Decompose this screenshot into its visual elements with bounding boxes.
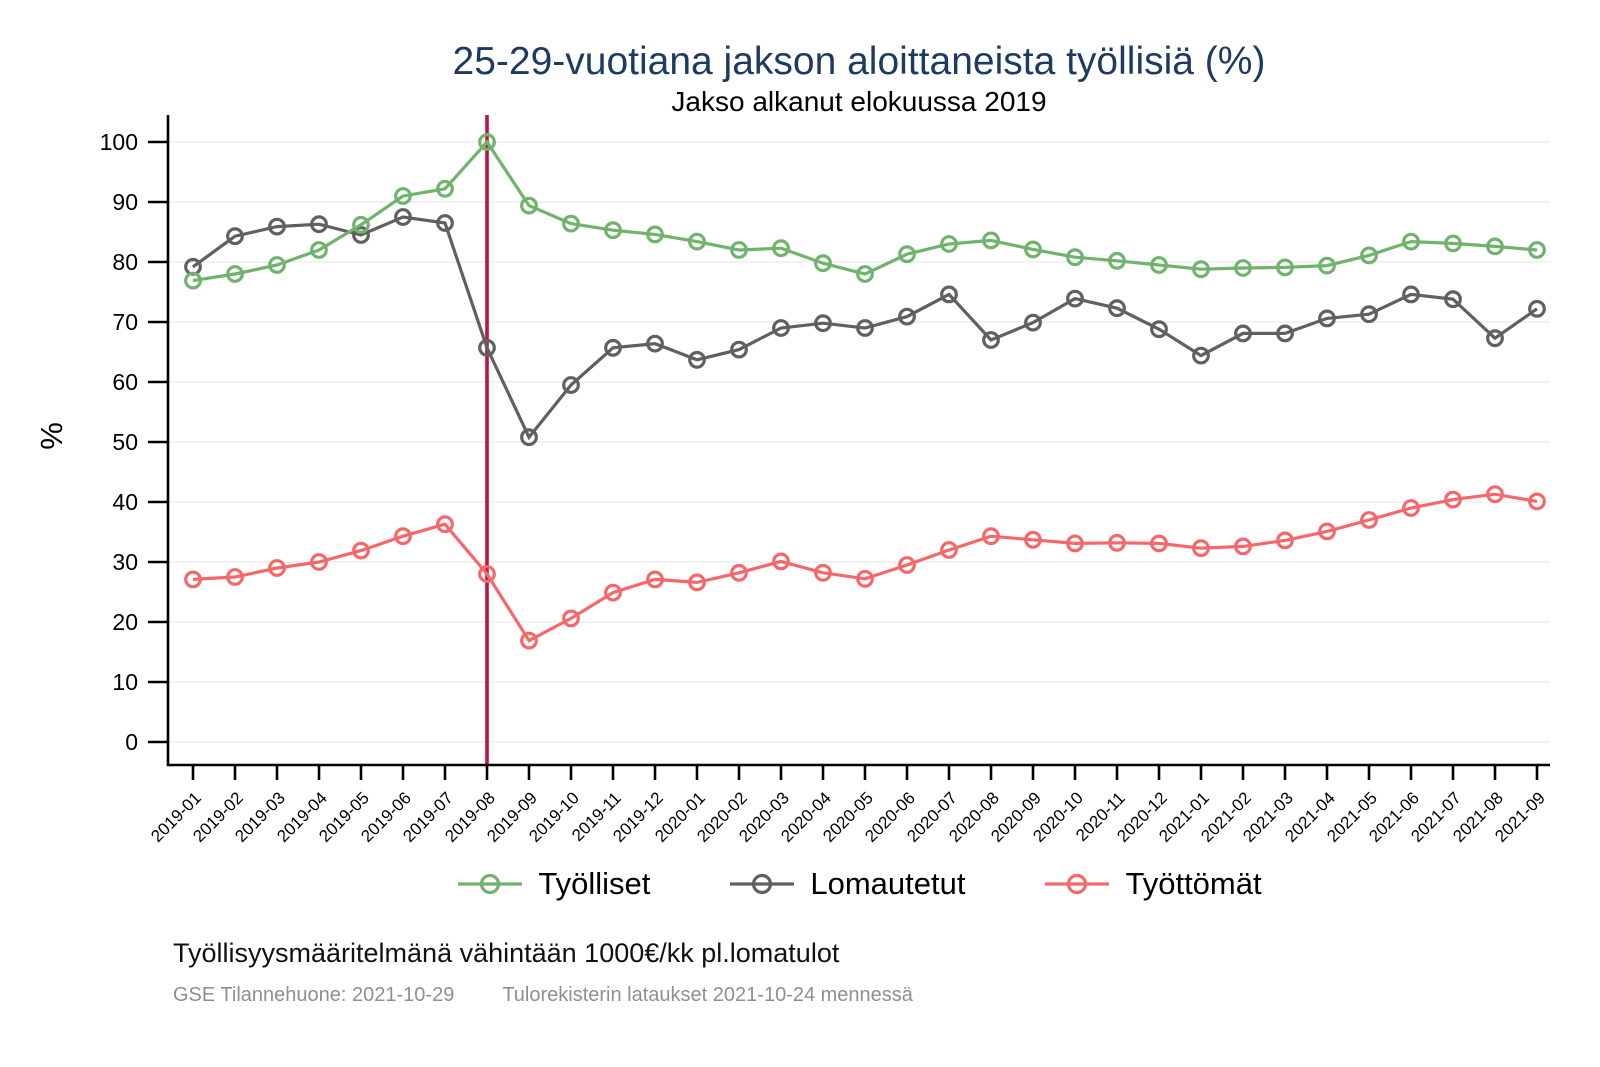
svg-text:10: 10: [112, 669, 138, 695]
svg-text:0: 0: [125, 729, 138, 755]
svg-text:100: 100: [100, 129, 138, 155]
footnote: Työllisyysmääritelmänä vähintään 1000€/k…: [173, 938, 840, 968]
chart-title: 25-29-vuotiana jakson aloittaneista työl…: [452, 40, 1266, 83]
legend-label-lomautetut: Lomautetut: [810, 866, 966, 901]
y-tick-labels: 0 10 20 30 40 50 60 70 80 90 100: [100, 129, 138, 755]
svg-text:60: 60: [112, 369, 138, 395]
source-left: GSE Tilannehuone: 2021-10-29: [173, 984, 455, 1006]
svg-text:70: 70: [112, 309, 138, 335]
plot-area: 0 10 20 30 40 50 60 70 80 90 100 2019-012019-022019…: [100, 115, 1550, 846]
svg-text:80: 80: [112, 249, 138, 275]
svg-text:30: 30: [112, 549, 138, 575]
legend-item-tyolliset: Työlliset: [456, 866, 650, 902]
tyolliset-line-marker-icon: [458, 873, 523, 895]
svg-text:40: 40: [112, 489, 138, 515]
legend: Työlliset Lomautetut Työttömät: [168, 866, 1550, 902]
lomautetut-line-marker-icon: [730, 873, 795, 895]
tyottomat-line-marker-icon: [1045, 873, 1110, 895]
source-right: Tulorekisterin lataukset 2021-10-24 menn…: [502, 984, 913, 1006]
series-tyolliset: [184, 133, 1546, 290]
source-line: GSE Tilannehuone: 2021-10-29 Tulorekiste…: [173, 984, 913, 1007]
legend-item-tyottomat: Työttömät: [1043, 866, 1262, 902]
svg-text:20: 20: [112, 609, 138, 635]
legend-label-tyottomat: Työttömät: [1125, 866, 1262, 901]
x-tick-labels: 2019-012019-022019-032019-042019-052019-…: [147, 788, 1549, 846]
svg-text:50: 50: [112, 429, 138, 455]
series-tyottomat: [184, 485, 1546, 650]
series-lomautetut: [184, 208, 1546, 447]
chart-subtitle: Jakso alkanut elokuussa 2019: [671, 86, 1047, 117]
axes: [148, 115, 1550, 780]
legend-item-lomautetut: Lomautetut: [728, 866, 965, 902]
legend-label-tyolliset: Työlliset: [538, 866, 651, 901]
svg-text:90: 90: [112, 189, 138, 215]
gridlines: [168, 141, 1550, 743]
